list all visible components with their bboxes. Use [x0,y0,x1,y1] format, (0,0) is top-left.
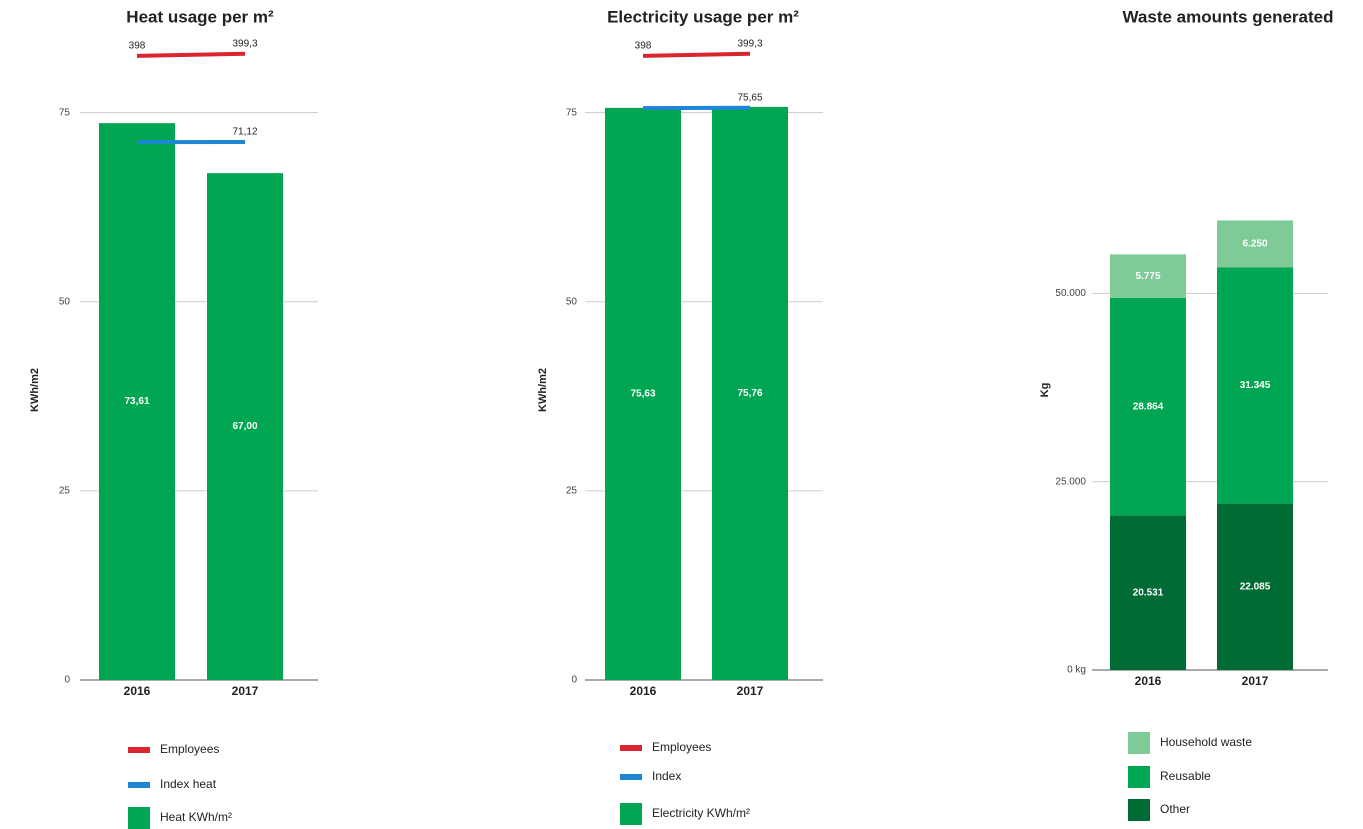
y-tick-label: 25.000 [1055,476,1086,487]
legend-label: Electricity KWh/m² [652,806,750,820]
legend-swatch [128,807,150,829]
y-axis-label: KWh/m2 [29,368,41,412]
x-tick-label: 2016 [124,684,151,698]
x-tick-label: 2016 [630,684,657,698]
value-label: 67,00 [232,421,257,432]
x-tick-label: 2017 [1242,674,1269,688]
x-tick-label: 2016 [1135,674,1162,688]
legend-label: Employees [160,742,219,756]
line-series [642,51,751,58]
legend-label: Reusable [1160,769,1211,783]
line-series [136,51,246,58]
legend-swatch [1128,766,1150,788]
bar [712,106,788,680]
value-label: 73,61 [124,396,149,407]
value-label: 6.250 [1242,239,1267,250]
legend-label: Household waste [1160,735,1252,749]
y-tick-label: 25 [59,486,71,497]
bar [99,123,175,681]
x-tick-label: 2017 [737,684,764,698]
legend-label: Other [1160,802,1190,816]
y-tick-label: 0 [571,675,577,686]
value-label: 75,63 [630,389,655,400]
legend-swatch [128,782,150,788]
legend-label: Heat KWh/m² [160,810,232,824]
bar [1110,297,1186,516]
legend-label: Index [652,769,681,783]
x-tick-label: 2017 [232,684,259,698]
y-tick-label: 50 [59,296,71,307]
y-axis-label: KWh/m2 [537,368,549,412]
line-label: 398 [129,40,146,51]
bar [1217,503,1293,670]
bar [207,173,283,680]
value-label: 22.085 [1240,581,1271,592]
line-label: 398 [635,40,652,51]
line-label: 71,12 [232,127,257,138]
value-label: 75,76 [737,388,762,399]
line-label: 75,65 [737,92,762,103]
bar [1110,515,1186,670]
y-tick-label: 0 [64,675,70,686]
legend-swatch [128,747,150,753]
legend-swatch [620,803,642,825]
y-tick-label: 50 [566,296,578,307]
y-tick-label: 25 [566,486,578,497]
value-label: 20.531 [1133,587,1164,598]
legend-label: Employees [652,740,711,754]
bar [1110,254,1186,298]
line-label: 399,3 [232,38,257,49]
legend-swatch [620,774,642,780]
y-tick-label: 75 [59,107,71,118]
value-label: 31.345 [1240,380,1271,391]
chart-title: Waste amounts generated [1123,7,1334,26]
legend-swatch [620,745,642,751]
legend-swatch [1128,799,1150,821]
chart-title: Heat usage per m² [126,7,274,26]
bar [1217,267,1293,504]
bar [605,107,681,681]
y-tick-label: 50.000 [1055,288,1086,299]
value-label: 5.775 [1135,271,1160,282]
y-tick-label: 0 kg [1067,665,1086,676]
y-tick-label: 75 [566,107,578,118]
value-label: 28.864 [1133,401,1164,412]
y-axis-label: Kg [1039,383,1051,398]
legend-label: Index heat [160,777,217,791]
bar [1217,220,1293,268]
chart-title: Electricity usage per m² [607,7,799,26]
legend-swatch [1128,732,1150,754]
line-label: 399,3 [737,38,762,49]
